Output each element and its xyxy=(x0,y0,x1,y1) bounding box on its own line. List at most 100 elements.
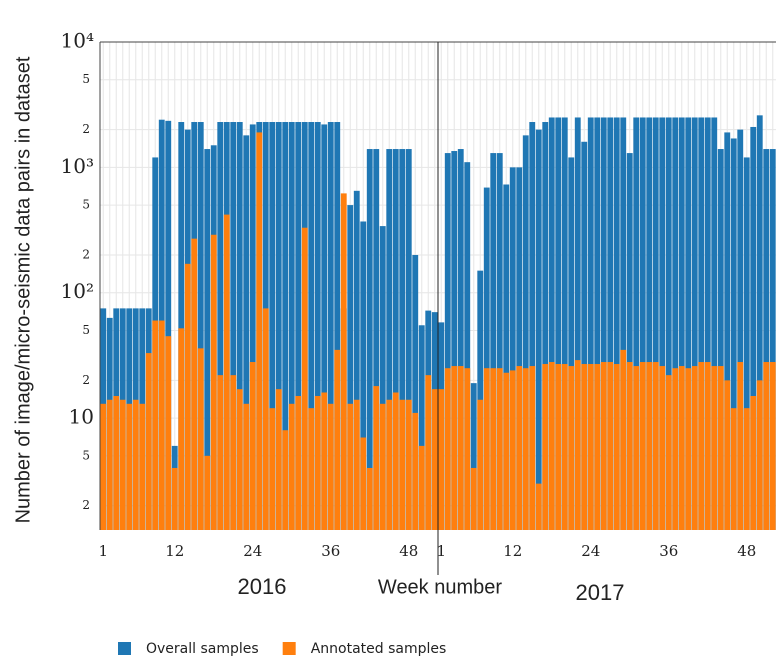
legend-swatch xyxy=(282,642,296,655)
bar xyxy=(626,362,633,530)
bar xyxy=(607,117,614,530)
bar xyxy=(568,366,575,530)
bar xyxy=(769,149,776,530)
bar xyxy=(529,366,536,530)
bar xyxy=(724,132,731,531)
x-tick-label: 24 xyxy=(243,542,262,560)
bar xyxy=(210,234,217,530)
x-tick-label: 24 xyxy=(581,542,600,560)
bar xyxy=(581,141,588,530)
bar xyxy=(236,122,243,531)
y-tick-label: 2 xyxy=(82,247,90,261)
bar xyxy=(327,122,334,531)
x-tick-label: 36 xyxy=(321,542,340,560)
bar xyxy=(106,399,113,530)
bar xyxy=(522,368,529,530)
bar xyxy=(496,153,503,530)
bar xyxy=(100,403,107,530)
bar xyxy=(490,368,497,530)
bar xyxy=(542,364,549,530)
x-tick-label: 1 xyxy=(98,542,108,560)
bar xyxy=(730,138,737,530)
bar xyxy=(672,368,679,530)
legend-label: Overall samples xyxy=(146,641,259,657)
bar xyxy=(594,117,601,530)
bar xyxy=(587,364,594,530)
bar xyxy=(516,366,523,530)
bar xyxy=(464,368,471,530)
bar xyxy=(717,366,724,530)
x-tick-label: 1 xyxy=(436,542,446,560)
bar xyxy=(275,122,282,531)
bar xyxy=(763,149,770,530)
bar xyxy=(178,122,185,531)
bar xyxy=(561,117,568,530)
bar xyxy=(425,375,432,530)
bar xyxy=(373,149,380,530)
bar xyxy=(659,117,666,530)
bar xyxy=(152,320,159,530)
bar xyxy=(457,149,464,530)
bar xyxy=(275,389,282,530)
bar xyxy=(483,187,490,530)
year-label: 2017 xyxy=(576,580,625,605)
bar xyxy=(457,366,464,530)
bar xyxy=(249,124,256,530)
bar xyxy=(704,117,711,530)
bar xyxy=(613,117,620,530)
bar xyxy=(373,386,380,530)
bar xyxy=(386,149,393,530)
bar xyxy=(132,399,139,530)
bar xyxy=(399,399,406,530)
year-label: 2016 xyxy=(238,574,287,599)
bar xyxy=(639,362,646,530)
bar xyxy=(535,129,542,530)
bar xyxy=(724,380,731,530)
y-tick-label: 5 xyxy=(82,72,90,86)
bar xyxy=(295,396,302,530)
bar xyxy=(217,375,224,530)
bar xyxy=(646,362,653,530)
bar xyxy=(451,366,458,530)
bar xyxy=(756,380,763,530)
bar xyxy=(464,162,471,531)
bar xyxy=(503,184,510,530)
bar xyxy=(288,122,295,531)
bar xyxy=(308,122,315,531)
bar xyxy=(470,467,477,530)
y-tick-label: 5 xyxy=(82,448,90,462)
legend-swatch xyxy=(118,642,131,655)
bar xyxy=(230,122,237,531)
bar xyxy=(334,349,341,530)
bar xyxy=(529,122,536,531)
bar xyxy=(269,408,276,530)
bar xyxy=(314,122,321,531)
bar xyxy=(535,483,542,530)
bar xyxy=(412,254,419,531)
bar xyxy=(399,149,406,530)
bar xyxy=(308,408,315,530)
bar xyxy=(347,205,354,531)
bar xyxy=(639,117,646,530)
bar xyxy=(756,115,763,530)
bar xyxy=(438,389,445,530)
bar xyxy=(334,122,341,531)
y-tick-label: 2 xyxy=(82,498,90,512)
bar xyxy=(698,362,705,530)
bar xyxy=(600,117,607,530)
bar xyxy=(379,403,386,530)
bar xyxy=(353,190,360,530)
bar xyxy=(353,399,360,530)
bar xyxy=(763,362,770,530)
bar xyxy=(665,375,672,530)
bar xyxy=(568,157,575,530)
y-tick-label: 2 xyxy=(82,373,90,387)
bar xyxy=(620,117,627,530)
bar xyxy=(626,153,633,530)
bar xyxy=(574,360,581,530)
bar xyxy=(555,364,562,530)
bar xyxy=(659,366,666,530)
bar xyxy=(158,320,165,530)
bar xyxy=(262,308,269,530)
bar xyxy=(743,157,750,530)
